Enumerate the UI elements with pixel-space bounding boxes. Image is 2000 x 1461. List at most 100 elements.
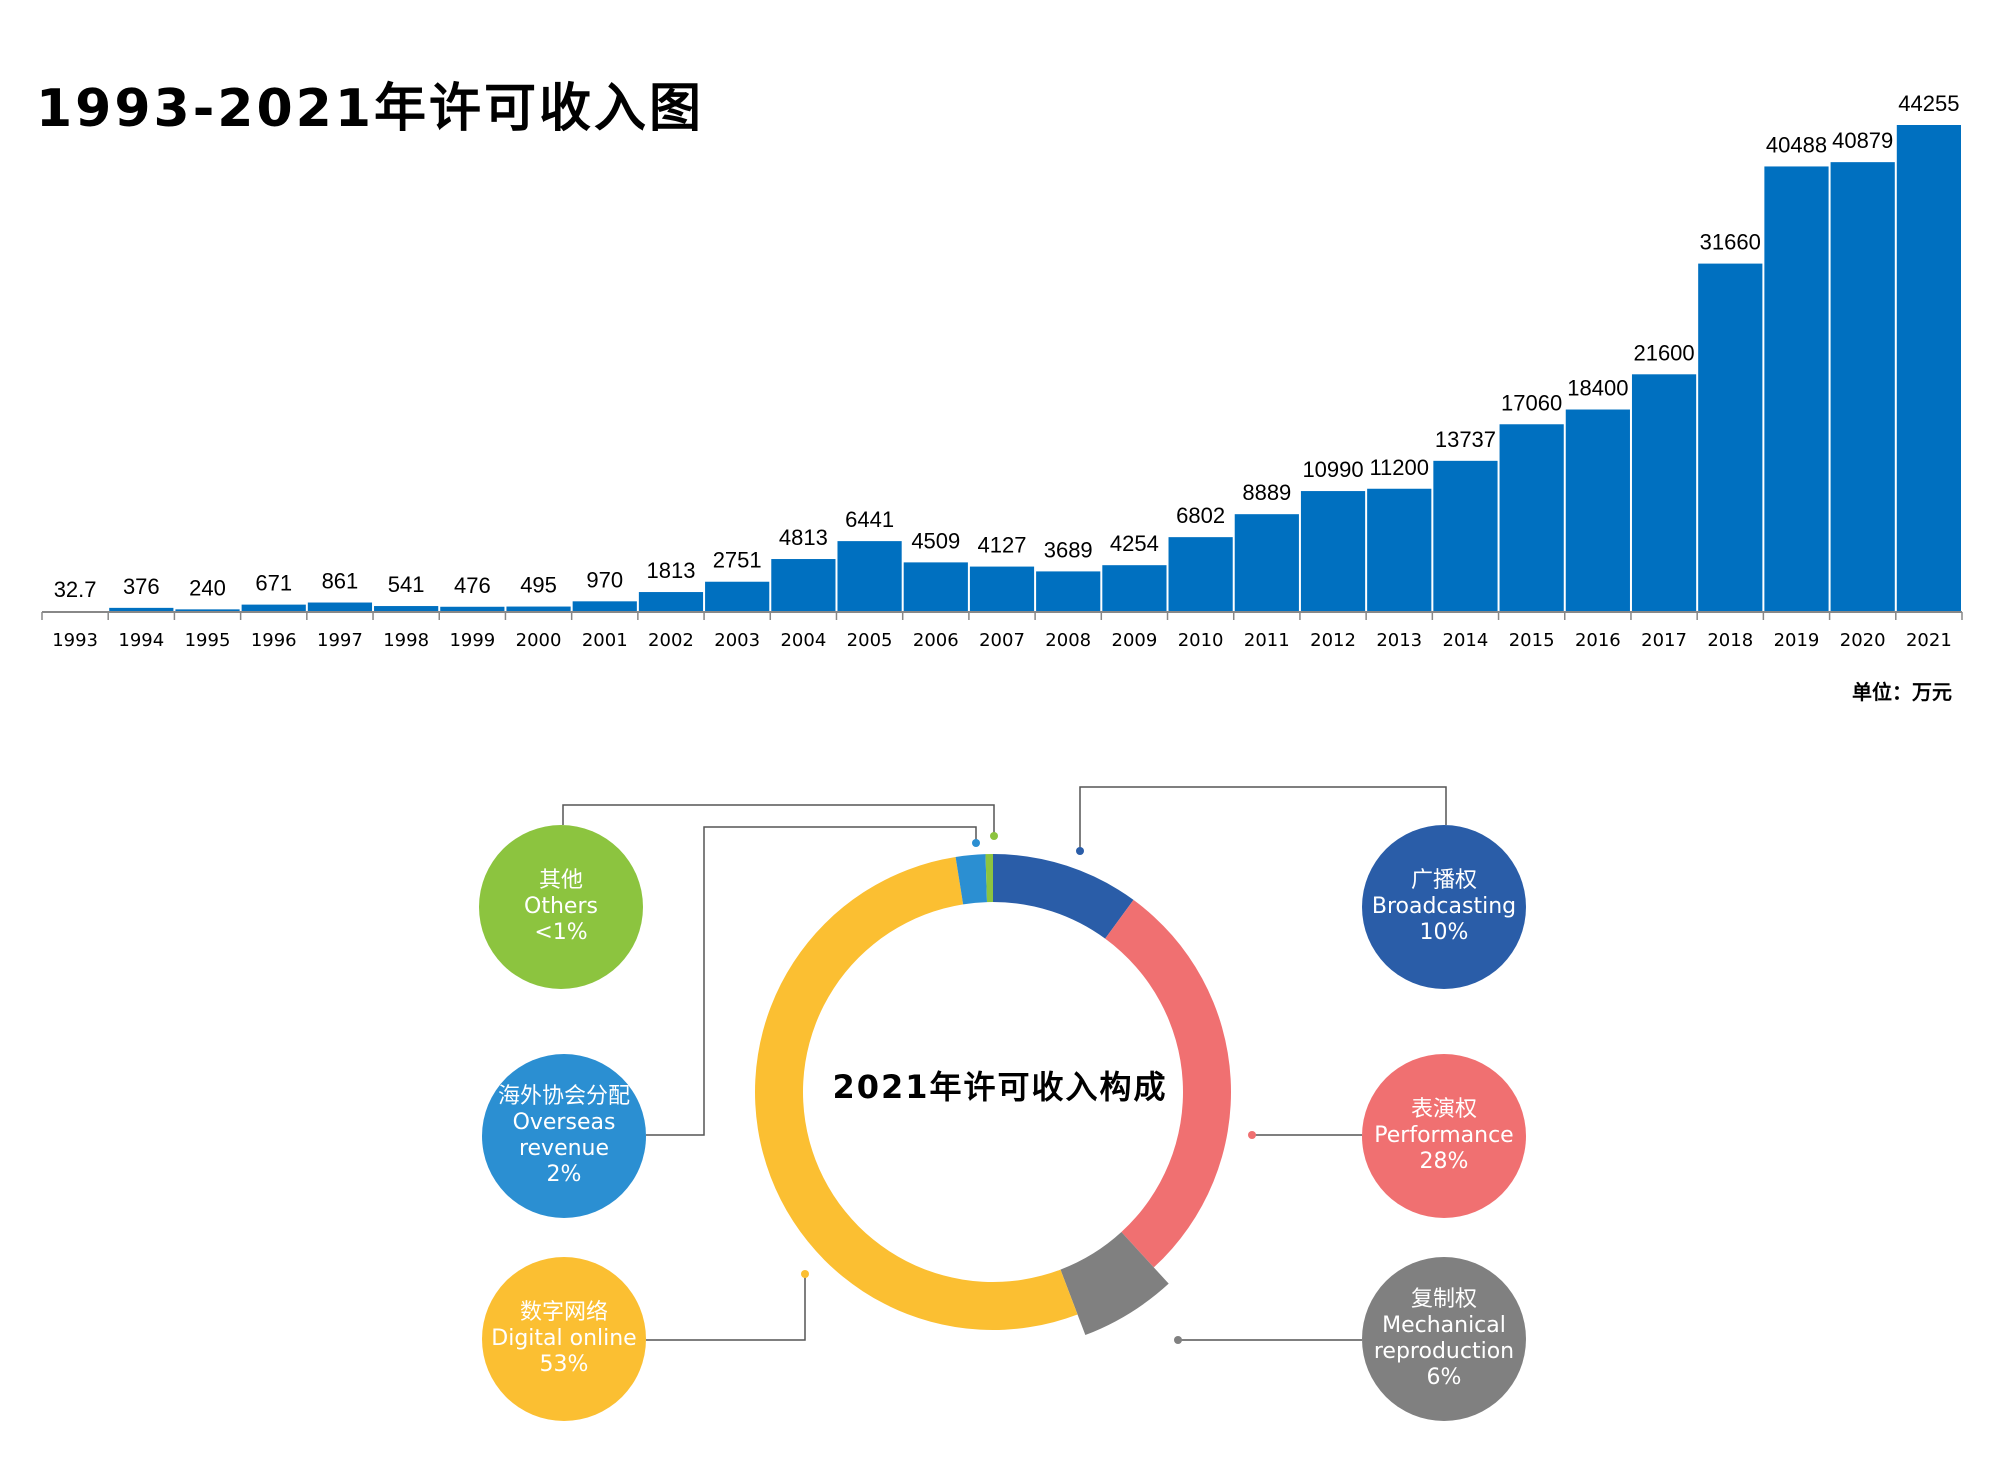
value-label-2000: 495: [520, 573, 557, 598]
value-label-1996: 671: [255, 571, 292, 596]
donut-slice-performance: [1105, 899, 1231, 1268]
bar-1998: [374, 606, 439, 612]
value-label-2008: 3689: [1044, 537, 1093, 562]
value-label-1999: 476: [454, 573, 491, 598]
bar-1999: [440, 606, 505, 612]
tick-label-2008: 2008: [1045, 630, 1091, 651]
leader-overseas-dot: [972, 839, 980, 847]
leader-others: [562, 804, 995, 836]
bar-2013: [1367, 488, 1432, 612]
donut-slice-mechanical-reproduction: [1060, 1232, 1169, 1336]
value-label-2019: 40488: [1766, 132, 1827, 157]
value-label-2021: 44255: [1898, 91, 1959, 116]
tick-label-1993: 1993: [52, 630, 98, 651]
bubble-others: 其他 Others <1%: [479, 825, 643, 989]
leader-digital: [646, 1274, 806, 1341]
bubble-performance: 表演权 Performance 28%: [1362, 1054, 1526, 1218]
value-label-2004: 4813: [779, 525, 828, 550]
bubble-mechanical-pct: 6%: [1426, 1365, 1462, 1390]
bar-2017: [1631, 374, 1697, 612]
value-label-2010: 6802: [1176, 503, 1225, 528]
leader-broadcasting: [1079, 786, 1447, 851]
unit-label: 单位：万元: [1852, 680, 1952, 704]
bar-2014: [1433, 460, 1498, 612]
tick-label-2000: 2000: [516, 630, 562, 651]
bubble-mechanical-en: Mechanical reproduction: [1373, 1313, 1515, 1364]
donut-slice-others: [985, 854, 993, 903]
chart-title: 1993-2021年许可收入图: [36, 79, 705, 139]
value-label-2014: 13737: [1435, 427, 1496, 452]
tick-label-2002: 2002: [648, 630, 694, 651]
bar-2002: [638, 592, 704, 612]
tick-label-1999: 1999: [449, 630, 495, 651]
value-label-2002: 1813: [646, 558, 695, 583]
tick-label-2009: 2009: [1112, 630, 1158, 651]
bar-2010: [1168, 537, 1233, 612]
bar-2018: [1698, 263, 1763, 612]
value-label-2016: 18400: [1567, 376, 1628, 401]
bar-1995: [175, 609, 240, 612]
bar-2004: [771, 559, 836, 612]
leader-overseas: [646, 826, 977, 1136]
tick-label-2012: 2012: [1310, 630, 1356, 651]
value-label-2005: 6441: [845, 507, 894, 532]
bubble-mechanical-cn: 复制权: [1410, 1287, 1477, 1312]
value-label-2011: 8889: [1242, 480, 1291, 505]
leader-digital-dot: [801, 1270, 809, 1278]
bubble-digital-pct: 53%: [539, 1352, 589, 1377]
tick-label-1996: 1996: [251, 630, 297, 651]
bar-2019: [1764, 166, 1829, 612]
bubble-digital-en: Digital online: [491, 1326, 637, 1351]
leader-broadcasting-dot: [1076, 847, 1084, 855]
leader-performance-dot: [1248, 1131, 1256, 1139]
leader-others-dot: [990, 832, 998, 840]
tick-label-2014: 2014: [1443, 630, 1489, 651]
bar-2008: [1036, 571, 1101, 612]
value-label-2006: 4509: [911, 528, 960, 553]
tick-label-1998: 1998: [383, 630, 429, 651]
tick-label-2007: 2007: [979, 630, 1025, 651]
bubble-broadcasting: 广播权 Broadcasting 10%: [1362, 825, 1526, 989]
tick-label-2003: 2003: [714, 630, 760, 651]
tick-label-2021: 2021: [1906, 630, 1952, 651]
bar-2009: [1102, 565, 1167, 612]
bubble-overseas-pct: 2%: [546, 1162, 582, 1187]
bubble-broadcasting-en: Broadcasting: [1371, 894, 1517, 919]
value-label-2018: 31660: [1700, 230, 1761, 255]
bar-2000: [506, 606, 571, 612]
bubble-others-cn: 其他: [538, 868, 583, 893]
value-label-2020: 40879: [1832, 128, 1893, 153]
bar-2007: [969, 566, 1035, 612]
tick-label-2001: 2001: [582, 630, 628, 651]
bar-2005: [837, 541, 902, 612]
tick-label-1997: 1997: [317, 630, 363, 651]
bar-chart: 32.7 1993 376 1994 240 1995 671 1996 861 1997 541 1…: [41, 91, 1963, 651]
bar-2016: [1565, 409, 1630, 612]
tick-label-2017: 2017: [1641, 630, 1687, 651]
tick-label-2005: 2005: [847, 630, 893, 651]
value-label-2013: 11200: [1369, 455, 1429, 480]
donut-slice-digital-online: [754, 856, 1078, 1330]
bubble-overseas: 海外协会分配 Overseas revenue 2%: [482, 1054, 646, 1218]
value-label-2012: 10990: [1302, 457, 1363, 482]
tick-label-2006: 2006: [913, 630, 959, 651]
bar-1997: [307, 602, 373, 612]
bubble-performance-pct: 28%: [1419, 1149, 1469, 1174]
tick-label-1995: 1995: [185, 630, 231, 651]
bar-2015: [1499, 424, 1564, 612]
tick-label-2015: 2015: [1509, 630, 1555, 651]
donut-slice-broadcasting: [993, 854, 1134, 939]
value-label-1997: 861: [322, 569, 359, 594]
bubble-performance-en: Performance: [1374, 1123, 1514, 1148]
bubble-others-en: Others: [524, 894, 598, 919]
bubble-overseas-cn: 海外协会分配: [497, 1084, 630, 1109]
bar-2006: [903, 562, 968, 612]
value-label-2009: 4254: [1110, 531, 1159, 556]
bubble-broadcasting-cn: 广播权: [1410, 868, 1477, 893]
leader-mechanical-dot: [1174, 1336, 1182, 1344]
bar-2020: [1830, 162, 1895, 612]
bar-2021: [1896, 125, 1961, 612]
value-label-1998: 541: [388, 572, 425, 597]
bubble-mechanical: 复制权 Mechanical reproduction 6%: [1362, 1257, 1526, 1421]
